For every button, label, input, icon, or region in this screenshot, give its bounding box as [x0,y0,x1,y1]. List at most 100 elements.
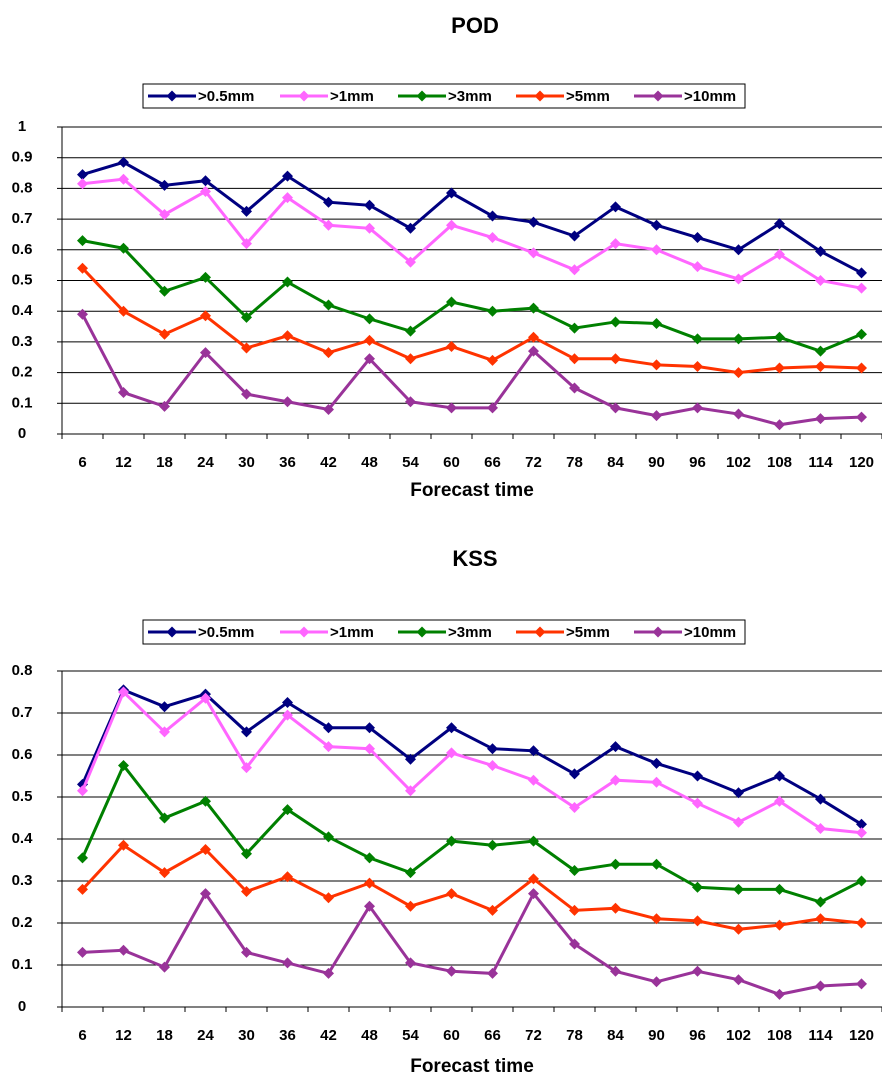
data-point [323,196,334,208]
data-point [200,185,211,197]
data-point [774,883,785,895]
data-point [159,179,170,191]
data-point [733,408,744,420]
x-axis-title: Forecast time [410,1056,534,1077]
x-tick-label: 84 [607,1027,624,1044]
data-point [815,793,826,805]
data-point [77,946,88,958]
data-point [282,697,293,708]
y-tick-label: 0.8 [12,179,33,196]
data-point [118,387,129,399]
data-point [405,785,416,797]
legend-marker [298,626,310,638]
data-point [774,248,785,260]
data-point [528,888,539,900]
x-tick-label: 18 [156,1027,173,1044]
data-point [856,267,867,279]
x-tick-label: 54 [402,454,419,471]
data-point [487,839,498,851]
legend-marker [416,90,428,102]
data-point [200,844,211,855]
data-point [241,205,252,217]
data-point [282,396,293,408]
legend-label: >0.5mm [198,624,254,641]
data-point [528,835,539,847]
legend-label: >5mm [566,624,610,641]
data-point [815,823,826,834]
data-point [323,892,334,904]
data-point [528,873,539,885]
x-tick-label: 102 [726,454,751,471]
data-point [159,328,170,340]
data-point [774,770,785,782]
data-point [651,776,662,788]
data-point [815,345,826,357]
data-point [323,741,334,753]
data-point [159,208,170,220]
x-tick-label: 18 [156,454,173,471]
data-point [118,242,129,254]
data-point [487,210,498,222]
data-point [692,770,703,782]
series-line [81,689,862,835]
data-point [364,877,375,889]
data-point [528,345,539,357]
data-point [323,403,334,415]
data-point [569,353,580,365]
data-point [774,218,785,230]
series-line [81,687,863,826]
y-tick-label: 0.3 [12,333,33,350]
data-point [323,967,334,979]
data-point [528,216,539,228]
data-point [200,888,211,900]
series-line [82,239,863,353]
x-tick-label: 96 [689,454,706,471]
x-tick-label: 24 [197,1027,214,1044]
data-point [77,235,88,247]
y-tick-label: 0.9 [12,149,33,166]
x-tick-label: 6 [78,1027,86,1044]
data-point [241,311,252,323]
data-point [487,904,498,916]
data-point [118,944,129,956]
data-point [487,967,498,979]
data-point [610,238,621,250]
data-point [405,900,416,912]
data-point [487,760,498,771]
data-point [733,974,744,986]
data-point [77,178,88,190]
data-point [282,192,293,204]
data-point [364,722,375,734]
data-point [856,875,867,887]
data-point [610,965,621,977]
x-tick-label: 96 [689,1027,706,1044]
series-line [81,762,863,904]
data-point [651,317,662,329]
data-point [200,310,211,322]
data-point [733,367,744,379]
legend-label: >10mm [684,88,736,105]
data-point [364,353,375,365]
legend-marker [652,90,664,102]
legend-label: >1mm [330,624,374,641]
y-tick-label: 0.2 [12,914,33,931]
data-point [200,795,211,807]
data-point [323,219,334,231]
legend-label: >1mm [330,88,374,105]
y-tick-label: 0 [18,998,26,1015]
data-point [692,232,703,244]
data-point [364,900,375,912]
x-tick-label: 30 [238,1027,255,1044]
data-point [651,913,662,925]
data-point [323,722,334,734]
x-tick-label: 90 [648,454,665,471]
y-tick-label: 0.1 [12,956,33,973]
data-point [446,402,457,414]
data-point [241,886,252,897]
data-point [282,709,293,721]
data-point [610,316,621,328]
data-point [364,743,375,755]
data-point [692,915,703,927]
data-point [405,957,416,969]
